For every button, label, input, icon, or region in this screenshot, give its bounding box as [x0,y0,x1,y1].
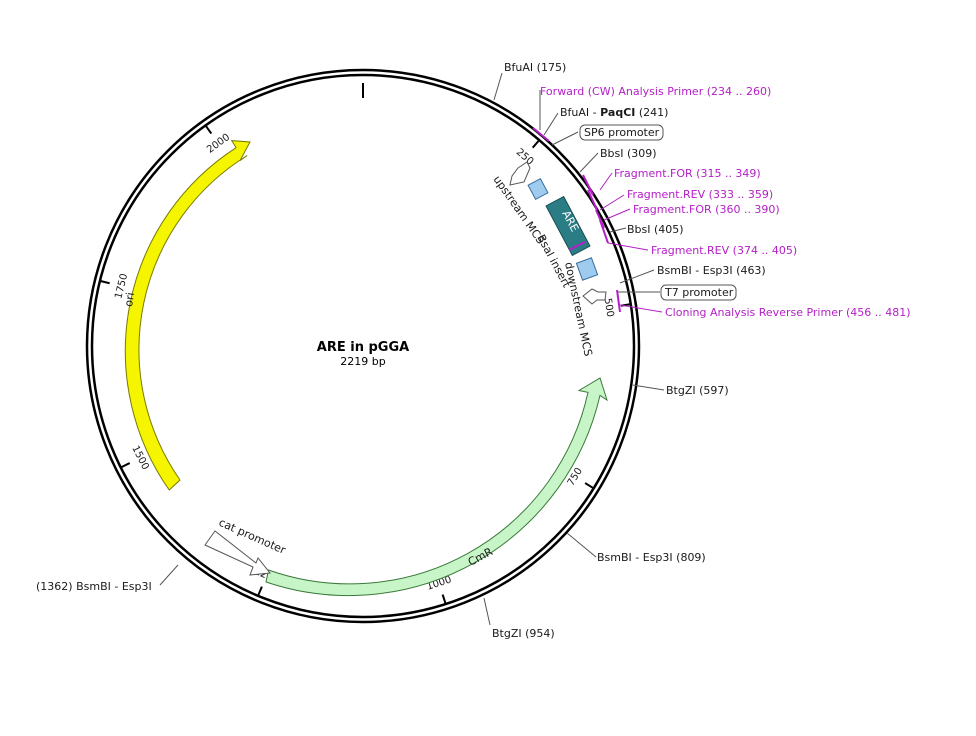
leader-lines [159,72,665,626]
backbone-outer-ring [85,68,641,624]
frag-rev-333-arc[interactable] [587,189,598,211]
bfuai-paqci-label: BfuAI - PaqCI (241) [560,106,668,119]
t7-promoter-box [660,284,737,301]
tick-mark [120,462,131,469]
tick-label: 2000 [205,132,232,156]
plasmid-size: 2219 bp [340,355,385,368]
bsmbi-1362-label: (1362) BsmBI - Esp3I [36,580,152,593]
frag-for-315-label: Fragment.FOR (315 .. 349) [614,167,761,180]
cloning-rev-primer-arc[interactable] [616,289,621,313]
frag-for-360-label: Fragment.FOR (360 .. 390) [633,203,780,216]
frag-rev-374-arc[interactable] [599,219,609,244]
tick-mark [204,124,213,135]
tick-mark [531,139,540,149]
tick-label: 500 [602,297,616,318]
btgzi-597-label: BtgZI (597) [666,384,729,397]
cmr-feature-arrow[interactable] [265,377,608,597]
sp6-promoter-label: SP6 promoter [584,126,660,139]
ori-label: ori [122,292,137,308]
frag-rev-374-label: Fragment.REV (374 .. 405) [651,244,797,257]
ori-feature-arrow[interactable] [124,140,251,491]
are-feature-end-mark [568,241,586,251]
tick-mark [441,594,447,605]
fwd-primer-label: Forward (CW) Analysis Primer (234 .. 260… [540,85,771,98]
frag-rev-333-label: Fragment.REV (333 .. 359) [627,188,773,201]
plasmid-name: ARE in pGGA [317,340,409,355]
bbsi-309-label: BbsI (309) [600,147,657,160]
t7-promoter-arrow[interactable] [582,288,607,305]
frag-for-315-arc[interactable] [582,174,594,196]
tick-mark [257,586,263,597]
bsmbi-463-label: BsmBI - Esp3I (463) [657,264,766,277]
t7-promoter-label: T7 promoter [664,286,734,299]
cloning-rev-primer-label: Cloning Analysis Reverse Primer (456 .. … [665,306,911,319]
upstream-mcs-arrow[interactable] [509,161,531,186]
bbsi-405-label: BbsI (405) [627,223,684,236]
tick-mark [99,279,110,285]
btgzi-954-label: BtgZI (954) [492,627,555,640]
fwd-primer-arc[interactable] [532,127,550,142]
tick-mark [584,482,595,490]
are-feature[interactable] [545,195,591,257]
downstream-mcs-box[interactable] [575,257,599,281]
bfuai-175-label: BfuAI (175) [504,61,566,74]
sp6-promoter-box [579,124,664,141]
cat-promoter-arrow[interactable] [204,530,271,576]
bsmbi-809-label: BsmBI - Esp3I (809) [597,551,706,564]
backbone-inner-ring [90,73,636,619]
upstream-mcs-box[interactable] [527,177,549,201]
